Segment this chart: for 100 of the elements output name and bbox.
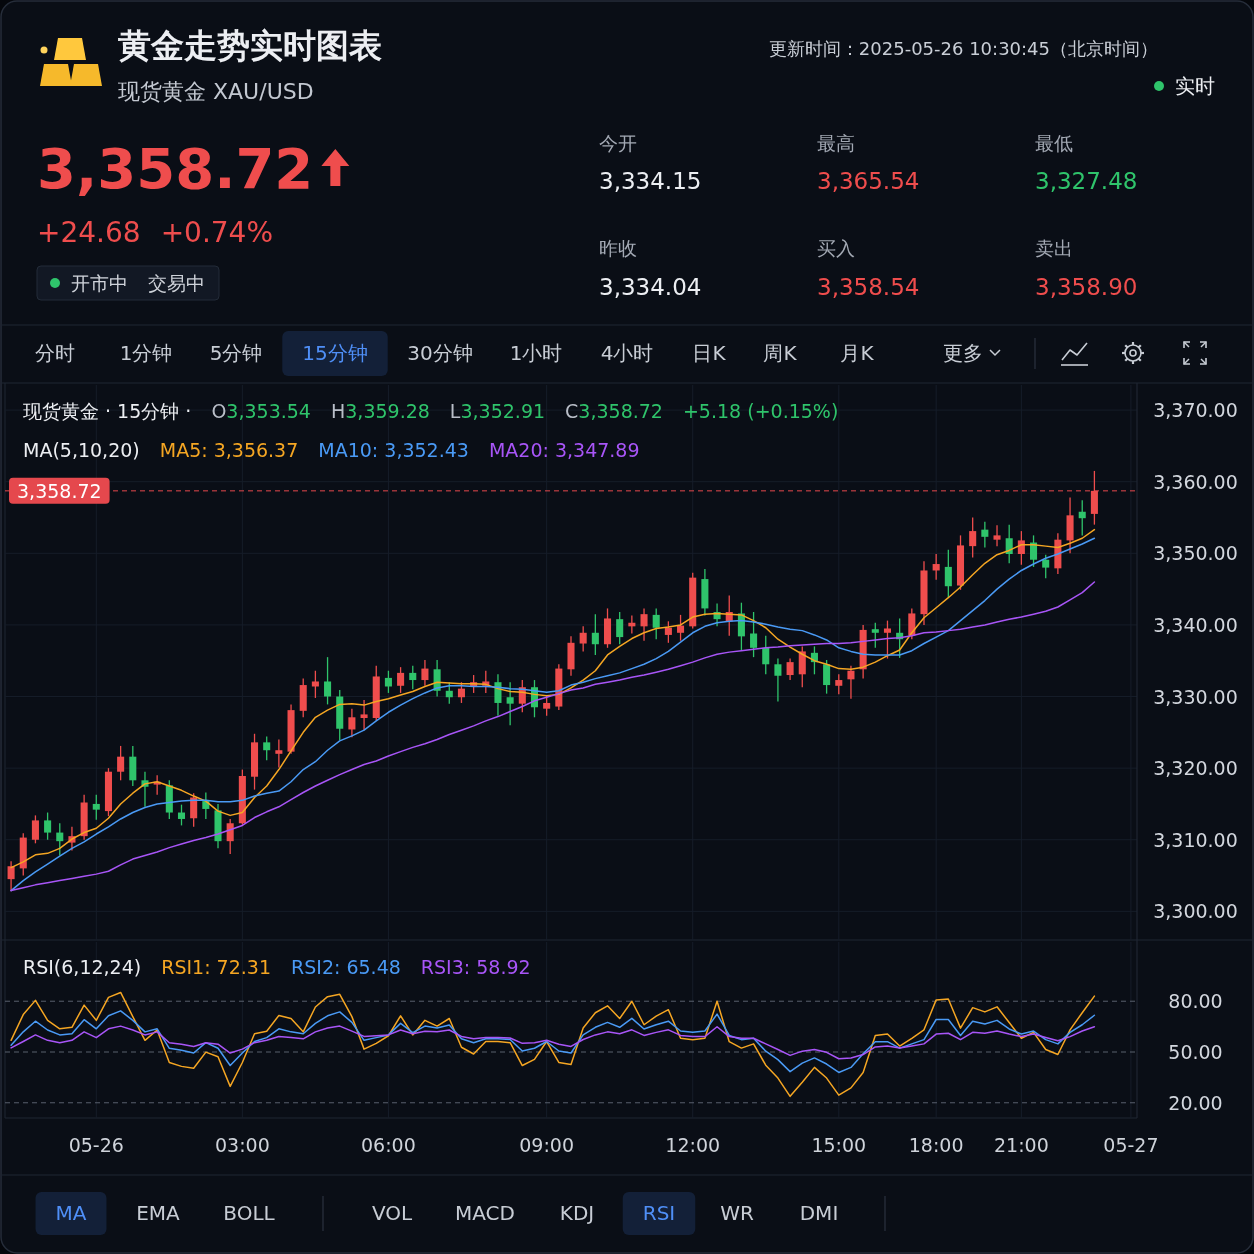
candlestick bbox=[348, 708, 356, 738]
text: 3,365.54 bbox=[817, 168, 920, 194]
x-tick-label: 09:00 bbox=[519, 1134, 575, 1156]
text: 30分钟 bbox=[407, 341, 473, 365]
text: 日K bbox=[692, 341, 727, 365]
candlestick bbox=[750, 611, 758, 658]
candlestick bbox=[324, 656, 332, 706]
candlestick bbox=[1005, 524, 1013, 564]
y-tick-label: 50.00 bbox=[1168, 1041, 1223, 1063]
y-tick-label: 3,370.00 bbox=[1153, 399, 1238, 422]
y-tick-label: 3,340.00 bbox=[1153, 613, 1238, 636]
text: MA5: 3,356.37 bbox=[159, 439, 299, 461]
text: 更多 bbox=[943, 341, 983, 365]
candlestick bbox=[44, 811, 52, 841]
text: BOLL bbox=[223, 1201, 276, 1225]
x-tick-label: 21:00 bbox=[993, 1134, 1049, 1156]
candlestick bbox=[129, 745, 137, 787]
text: +0.74% bbox=[160, 215, 274, 249]
text: 今开 bbox=[599, 132, 637, 154]
text: 3,334.15 bbox=[599, 168, 702, 194]
x-tick-label: 03:00 bbox=[214, 1134, 270, 1156]
text: 月K bbox=[840, 341, 875, 365]
text: 最低 bbox=[1035, 132, 1073, 154]
candlestick bbox=[798, 645, 806, 688]
candlestick bbox=[409, 665, 417, 690]
x-tick-label: 18:00 bbox=[908, 1134, 964, 1156]
text: MACD bbox=[455, 1201, 515, 1225]
candlestick bbox=[677, 614, 685, 642]
line-series bbox=[10, 991, 1096, 1098]
candlestick bbox=[311, 670, 319, 699]
y-tick-label: 3,350.00 bbox=[1153, 542, 1238, 565]
text: DMI bbox=[799, 1201, 839, 1225]
text: 3,334.04 bbox=[599, 274, 702, 300]
candlestick bbox=[786, 657, 794, 681]
text: 15分钟 bbox=[302, 341, 368, 365]
candlestick bbox=[506, 681, 514, 726]
candlestick bbox=[579, 625, 587, 653]
candlestick bbox=[92, 793, 100, 821]
candlestick bbox=[640, 607, 648, 642]
annotation: 现货黄金 · 15分钟 · bbox=[23, 400, 192, 422]
candlestick bbox=[360, 699, 368, 731]
annotation: O3,353.54 bbox=[211, 400, 311, 422]
text: 交易中 bbox=[148, 272, 205, 294]
text: 黄金走势实时图表 bbox=[118, 25, 382, 65]
text: RSI bbox=[642, 1201, 676, 1225]
text: 实时 bbox=[1175, 74, 1215, 98]
x-tick-label: 06:00 bbox=[361, 1134, 416, 1156]
candlestick bbox=[445, 681, 453, 705]
candlestick bbox=[1017, 530, 1025, 566]
legend-title: MA(5,10,20) bbox=[23, 439, 140, 461]
candlestick bbox=[847, 665, 855, 700]
text: RSI1: 72.31 bbox=[161, 956, 272, 978]
text: MA10: 3,352.43 bbox=[318, 439, 469, 461]
candlestick bbox=[1078, 499, 1086, 537]
candlestick bbox=[421, 659, 429, 687]
candlestick bbox=[263, 735, 271, 761]
legend-title: RSI(6,12,24) bbox=[23, 956, 142, 978]
text: 1小时 bbox=[509, 341, 563, 365]
text: 分时 bbox=[35, 341, 75, 365]
candlestick bbox=[31, 814, 39, 844]
candlestick bbox=[384, 670, 392, 694]
y-tick-label: 3,320.00 bbox=[1153, 757, 1238, 780]
candlestick bbox=[591, 613, 599, 656]
line-series bbox=[10, 1010, 1096, 1074]
text: 买入 bbox=[817, 237, 855, 259]
candlestick bbox=[871, 622, 879, 649]
x-tick-label: 05-27 bbox=[1103, 1134, 1159, 1156]
text: 现货黄金 XAU/USD bbox=[118, 78, 314, 104]
text: 3,327.48 bbox=[1035, 168, 1138, 194]
annotation: L3,352.91 bbox=[449, 400, 546, 422]
candlestick bbox=[981, 521, 989, 549]
text: 3,358.54 bbox=[817, 274, 920, 300]
candlestick bbox=[457, 681, 465, 704]
candlestick bbox=[774, 657, 782, 703]
text: 3,358.72 bbox=[37, 135, 314, 201]
candlestick bbox=[883, 619, 891, 660]
text: EMA bbox=[136, 1201, 181, 1225]
text: 周K bbox=[763, 341, 798, 365]
candlestick bbox=[932, 553, 940, 581]
text: +24.68 bbox=[37, 215, 141, 249]
text: 5分钟 bbox=[209, 341, 263, 365]
text: 4小时 bbox=[600, 341, 654, 365]
y-tick-label: 80.00 bbox=[1168, 990, 1223, 1013]
candlestick bbox=[397, 666, 405, 694]
text: KDJ bbox=[559, 1201, 595, 1225]
text: MA bbox=[55, 1201, 87, 1225]
candlestick bbox=[56, 822, 64, 857]
candlestick bbox=[823, 659, 831, 695]
y-tick-label: 3,300.00 bbox=[1153, 900, 1238, 923]
candlestick bbox=[835, 673, 843, 696]
candlestick bbox=[762, 635, 770, 675]
y-tick-label: 3,310.00 bbox=[1153, 828, 1238, 851]
candlestick bbox=[275, 738, 283, 769]
x-tick-label: 15:00 bbox=[811, 1134, 867, 1156]
text: RSI2: 65.48 bbox=[291, 956, 401, 978]
text: 更新时间：2025-05-26 10:30:45（北京时间） bbox=[768, 37, 1158, 59]
candlestick bbox=[944, 549, 952, 598]
candlestick bbox=[190, 792, 198, 828]
candlestick bbox=[7, 860, 15, 892]
candlestick bbox=[1030, 534, 1038, 568]
